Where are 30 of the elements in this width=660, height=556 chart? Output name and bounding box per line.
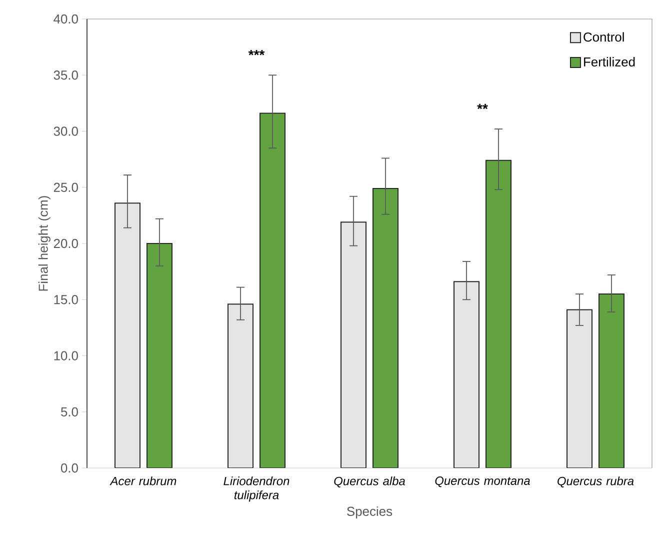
bar — [486, 160, 512, 468]
y-tick-label: 15.0 — [54, 295, 78, 304]
bar — [114, 202, 140, 468]
y-tick-label: 40.0 — [54, 14, 78, 24]
bar — [340, 222, 367, 468]
y-tick-label: 10.0 — [54, 351, 78, 360]
bar — [598, 294, 625, 468]
bar — [228, 304, 254, 468]
bar — [566, 309, 593, 468]
legend-label: Control — [584, 32, 624, 42]
bar — [372, 188, 399, 468]
y-tick-label: 25.0 — [54, 182, 78, 192]
x-axis-title: Species — [347, 506, 392, 519]
x-tick-label: Quercus rubra — [558, 476, 634, 488]
x-tick-label: Liriodendron tulipifera — [224, 476, 290, 502]
annotation: *** — [248, 50, 265, 56]
y-tick-label: 35.0 — [54, 70, 78, 80]
legend-label: Fertilized — [584, 57, 635, 67]
y-tick-label: 0.0 — [60, 463, 78, 473]
x-tick-label: Quercus montana — [435, 476, 530, 488]
x-tick-label: Acer rubrum — [110, 476, 176, 486]
y-axis-title: Final height (cm) — [38, 196, 50, 291]
bar — [454, 281, 480, 468]
y-tick-label: 20.0 — [54, 238, 78, 248]
y-tick-label: 5.0 — [60, 407, 78, 416]
x-tick-label: Quercus alba — [334, 476, 405, 488]
bar — [146, 242, 172, 468]
bar — [260, 112, 286, 468]
annotation: ** — [477, 104, 488, 110]
y-tick-label: 30.0 — [54, 126, 78, 136]
